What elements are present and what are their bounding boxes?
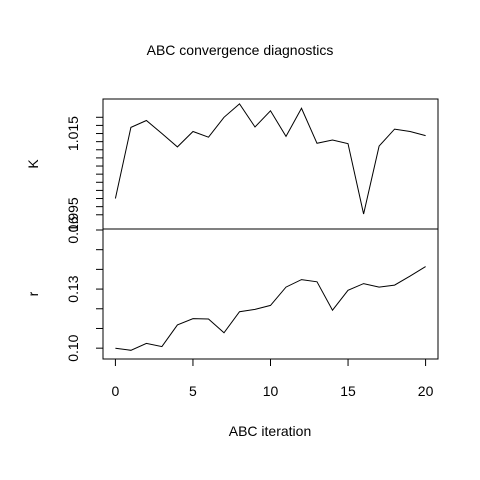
series-line-1 bbox=[115, 266, 426, 351]
chart-title: ABC convergence diagnostics bbox=[147, 42, 334, 58]
y-tick-label: 0.16 bbox=[65, 216, 81, 243]
x-axis-label: ABC iteration bbox=[229, 423, 311, 439]
panel-frame-0 bbox=[102, 98, 439, 230]
x-tick-label: 5 bbox=[189, 383, 197, 399]
y-tick-label: 0.13 bbox=[65, 275, 81, 302]
x-tick-label: 15 bbox=[340, 383, 356, 399]
x-tick-label: 20 bbox=[418, 383, 434, 399]
plot-area: 0.995 1.015 K 0.10 0.13 0.16 r 0 5 10 15 20 bbox=[25, 98, 439, 399]
y-tick-label: 0.10 bbox=[65, 334, 81, 361]
y-tick-label: 0.995 bbox=[65, 197, 81, 232]
series-line-0 bbox=[114, 103, 426, 215]
x-tick-label: 0 bbox=[112, 383, 120, 399]
y-tick-label: 1.015 bbox=[65, 116, 81, 151]
y-axis-label-0: K bbox=[25, 159, 41, 169]
y-axis-label-1: r bbox=[25, 291, 41, 296]
x-tick-label: 10 bbox=[263, 383, 279, 399]
panel-frame-1 bbox=[102, 228, 439, 360]
